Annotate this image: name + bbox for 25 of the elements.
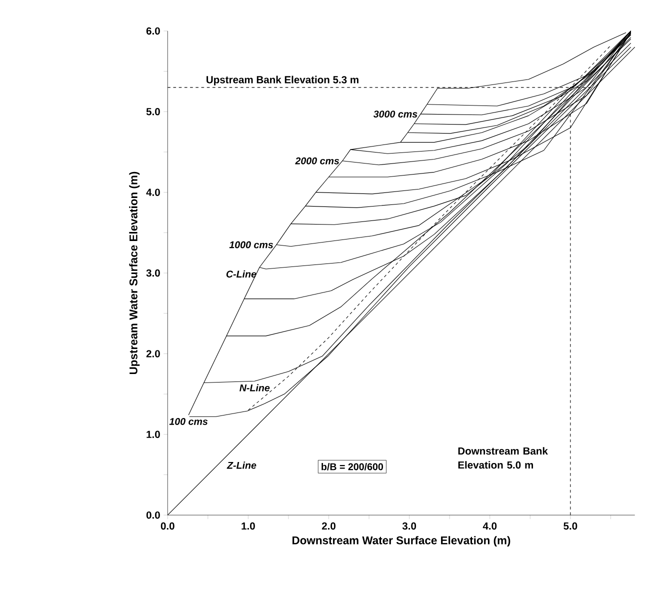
x-axis-title: Downstream Water Surface Elevation (m) [292, 536, 510, 547]
x-tick-label: 4.0 [482, 522, 497, 530]
annotation: 100 cms [169, 418, 208, 425]
y-tick-label: 4.0 [146, 188, 160, 196]
x-tick-label: 1.0 [242, 522, 255, 530]
x-tick-label: 0.0 [160, 522, 174, 530]
annotation: C-Line [226, 270, 256, 278]
x-tick-label: 5.0 [564, 522, 578, 530]
annotation: 3000 cms [373, 110, 418, 118]
x-tick-label: 2.0 [322, 522, 336, 530]
y-tick-label: 3.0 [146, 269, 160, 277]
annotation: 1000 cms [229, 241, 274, 248]
y-axis-title: Upstream Water Surface Elevation (m) [129, 172, 140, 374]
ref-line-label: Upstream Bank Elevation 5.3 m [206, 76, 358, 86]
x-tick-label: 3.0 [402, 522, 416, 530]
annotation: 2000 cms [295, 157, 340, 164]
y-tick-label: 5.0 [146, 108, 160, 116]
ref-line-label: Downstream Bank Elevation 5.0 m [458, 447, 548, 469]
annotation: b/B = 200/600 [322, 463, 384, 470]
y-tick-label: 1.0 [146, 430, 160, 438]
y-tick-label: 2.0 [146, 350, 160, 358]
y-tick-label: 0.0 [146, 511, 160, 519]
annotation: N-Line [240, 384, 270, 392]
annotation: Z-Line [226, 462, 256, 469]
y-tick-label: 6.0 [146, 27, 160, 35]
